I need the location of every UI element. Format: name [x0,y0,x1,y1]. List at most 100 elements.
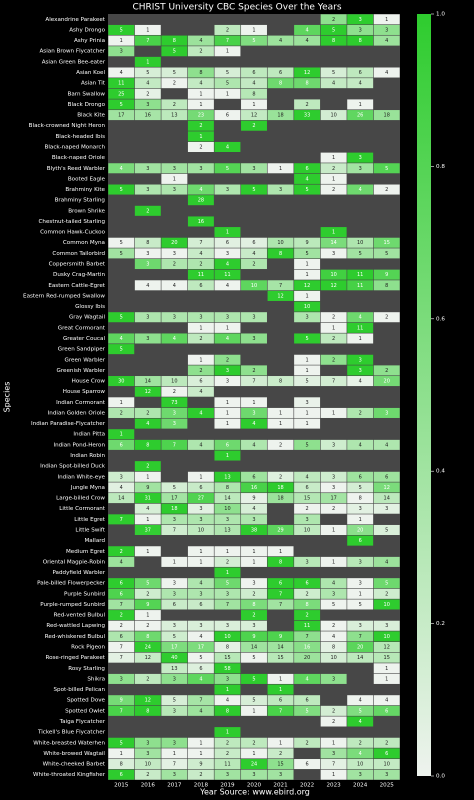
y-tick-label: Eastern Red-rumped Swallow [23,293,105,299]
y-tick-label: Dusky Crag-Martin [53,272,105,278]
cell-label: 9 [146,602,149,608]
heatmap-cell [134,514,161,525]
cell-label: 5 [120,187,123,193]
cell-label: 2 [305,591,308,597]
cell-label: 3 [173,315,176,321]
heatmap-cell [373,163,400,174]
cell-label: 4 [146,421,149,427]
cell-label: 18 [384,113,390,119]
cell-label: 2 [252,740,255,746]
cell-label: 7 [279,591,282,597]
cell-label: 7 [359,634,362,640]
heatmap-cell [294,290,321,301]
heatmap-cell [214,737,241,748]
cell-label: 3 [226,368,229,374]
cell-label: 2 [120,623,123,629]
y-tick-label: Brahminy Kite [65,187,105,193]
cell-label: 7 [226,602,229,608]
cell-label: 4 [120,485,123,491]
heatmap-cell [347,471,374,482]
cell-label: 7 [173,442,176,448]
cell-label: 8 [359,496,362,502]
heatmap-cell [294,695,321,706]
cell-label: 1 [385,666,388,672]
cell-label: 2 [385,591,388,597]
heatmap-cell [241,556,267,567]
cell-label: 8 [332,38,335,44]
heatmap-cell [161,418,188,429]
heatmap-cell [161,578,188,589]
cell-label: 5 [305,336,308,342]
cell-label: 12 [145,698,151,704]
cell-label: 4 [359,315,362,321]
heatmap-cell [294,237,321,248]
heatmap-cell [347,759,374,770]
heatmap-cell [187,88,214,99]
cell-label: 14 [118,496,124,502]
cell-label: 4 [332,634,335,640]
cell-label: 3 [146,751,149,757]
cell-label: 2 [279,474,282,480]
cell-label: 2 [385,368,388,374]
cell-label: 5 [226,81,229,87]
cell-label: 24 [251,762,257,768]
heatmap-cell [294,35,321,46]
heatmap-cell [241,397,267,408]
cell-label: 3 [252,623,255,629]
cell-label: 2 [199,772,202,778]
y-tick-label: Purple Sunbird [64,591,105,597]
cell-label: 4 [199,251,202,257]
heatmap-cell [214,567,241,578]
cell-label: 3 [173,740,176,746]
cell-label: 4 [226,336,229,342]
cell-label: 8 [252,91,255,97]
heatmap-cell [108,471,135,482]
heatmap-cell [294,258,321,270]
heatmap-cell [161,35,188,46]
colorbar-tick-label: 0.4 [436,469,445,475]
x-tick-label: 2022 [300,783,314,789]
heatmap-cell [134,376,161,387]
cell-label: 2 [252,613,255,619]
cell-label: 5 [385,251,388,257]
cell-label: 11 [224,762,230,768]
cell-label: 4 [199,410,202,416]
y-tick-label: Green Warbler [65,357,106,363]
cell-label: 4 [120,70,123,76]
heatmap-cell [108,312,135,323]
heatmap-cell [108,397,135,408]
heatmap-cell [161,493,188,504]
heatmap-cell [267,67,294,78]
heatmap-cell [373,280,400,291]
cell-label: 4 [199,581,202,587]
heatmap-cell [214,312,241,323]
cell-label: 3 [252,581,255,587]
cell-label: 2 [332,187,335,193]
cell-label: 9 [146,485,149,491]
cell-label: 10 [384,634,390,640]
heatmap-cell [267,439,294,450]
heatmap-cell [241,88,267,99]
heatmap-cell [373,737,400,748]
heatmap-cell [373,695,400,706]
y-tick-label: Chestnut-tailed Starling [39,219,106,225]
cell-label: 1 [226,410,229,416]
cell-label: 1 [226,230,229,236]
cell-label: 5 [173,698,176,704]
y-tick-label: Indian Spot-billed Duck [40,464,106,470]
heatmap-cell [267,684,294,695]
cell-label: 1 [120,400,123,406]
cell-label: 2 [120,549,123,555]
cell-label: 1 [305,410,308,416]
cell-label: 10 [330,655,336,661]
heatmap-cell [241,110,267,121]
cell-label: 15 [304,496,310,502]
heatmap-cell [241,524,267,536]
heatmap-cell [214,88,241,99]
heatmap-cell [347,482,374,493]
heatmap-cell [161,769,188,780]
heatmap-cell [241,748,267,759]
heatmap-cell [267,524,294,536]
heatmap-cell [134,631,161,642]
cell-label: 2 [332,17,335,23]
